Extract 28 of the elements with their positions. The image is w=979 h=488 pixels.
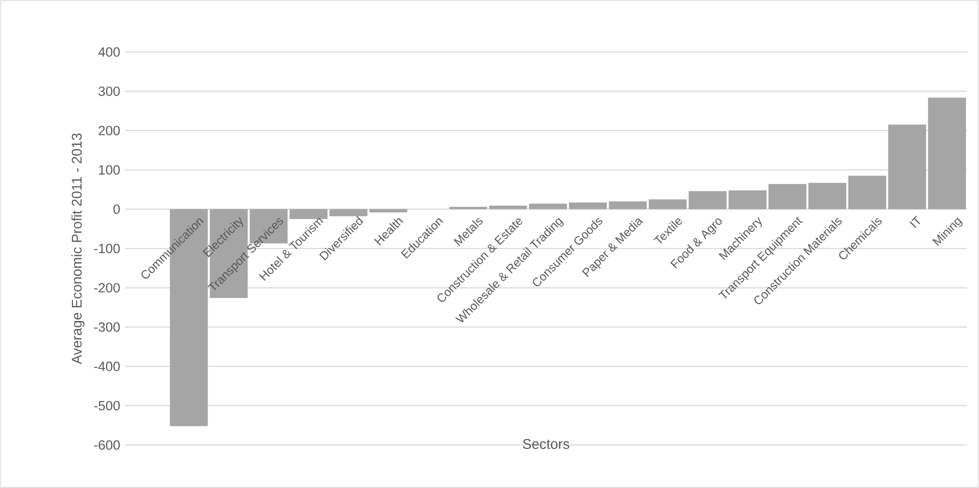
bar (928, 98, 966, 210)
y-axis-title: Average Economic Profit 2011 - 2013 (71, 133, 84, 364)
y-tick-label: 100 (99, 165, 120, 175)
x-axis-title: Sectors (522, 439, 570, 449)
y-tick-label: -400 (94, 362, 120, 372)
bar (529, 204, 567, 210)
bar (489, 206, 528, 210)
bar (848, 176, 886, 210)
y-tick-label: -300 (94, 322, 120, 332)
bar (608, 201, 647, 210)
bar (728, 190, 766, 210)
bar (568, 202, 607, 210)
y-tick-label: 0 (113, 204, 120, 214)
bar (768, 184, 806, 210)
y-tick-label: 200 (98, 126, 120, 136)
bar (369, 209, 408, 212)
y-tick-label: 400 (98, 47, 120, 57)
y-tick-label: -200 (94, 283, 120, 292)
y-tick-label: -500 (94, 400, 120, 410)
y-tick-label: 300 (98, 86, 120, 96)
bar (808, 182, 846, 210)
bar (648, 199, 687, 210)
x-tick-label: IT (910, 216, 920, 228)
bar (330, 209, 368, 216)
bar (888, 124, 926, 210)
y-tick-label: -100 (94, 244, 120, 254)
bar (688, 191, 727, 210)
y-tick-label: -600 (94, 440, 120, 450)
